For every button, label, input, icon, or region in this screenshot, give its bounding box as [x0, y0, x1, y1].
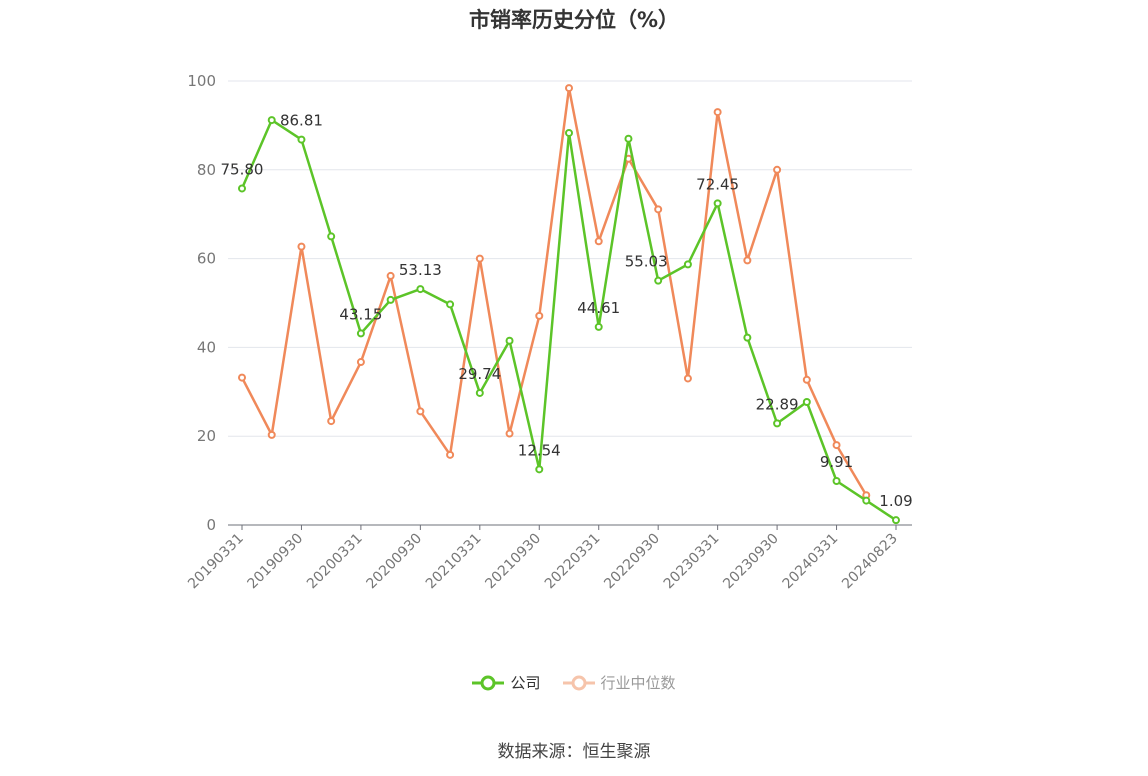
- point-company-20230630: [743, 333, 752, 342]
- data-label-company-20210930: 12.54: [518, 441, 561, 459]
- x-tick-label-20200930: 20200930: [363, 531, 425, 593]
- x-tick-label-20240823: 20240823: [839, 531, 901, 593]
- point-industry-median-20191231: [327, 417, 336, 426]
- point-industry-median-20230630: [743, 256, 752, 265]
- point-company-20210630: [505, 336, 514, 345]
- data-label-company-20240331: 9.91: [820, 453, 853, 471]
- data-source-note: 数据来源：恒生聚源: [497, 742, 651, 762]
- y-tick-label-100: 100: [187, 72, 216, 90]
- x-tick-label-20230331: 20230331: [661, 531, 723, 593]
- point-company-20200630: [386, 295, 395, 304]
- point-company-20240331: [832, 476, 841, 485]
- point-industry-median-20211231: [565, 84, 573, 93]
- point-industry-median-20221231: [683, 374, 692, 383]
- point-company-20221231: [683, 260, 692, 269]
- point-company-20220930: [654, 276, 663, 285]
- data-label-company-20190930: 86.81: [280, 112, 323, 130]
- point-industry-median-20200331: [356, 358, 365, 367]
- legend-marker-industry-median: [562, 675, 595, 690]
- point-company-20200331: [356, 329, 365, 338]
- point-industry-median-20210930: [535, 311, 544, 320]
- y-tick-label-20: 20: [197, 427, 216, 445]
- point-company-20211231: [565, 128, 573, 137]
- chart-title: 市销率历史分位（%）: [468, 8, 680, 32]
- x-tick-label-20240331: 20240331: [780, 531, 842, 593]
- data-label-company-20200930: 53.13: [399, 261, 442, 279]
- point-industry-median-20190630: [267, 430, 276, 439]
- point-company-20210930: [535, 465, 544, 474]
- y-tick-label-60: 60: [197, 250, 216, 268]
- point-company-20191231: [327, 232, 336, 241]
- x-tick-label-20230930: 20230930: [720, 531, 782, 593]
- point-company-20231231: [802, 398, 811, 407]
- point-industry-median-20200630: [386, 271, 395, 280]
- point-company-20220630: [624, 134, 633, 143]
- point-company-20190331: [238, 184, 246, 193]
- data-label-company-20240823: 1.09: [879, 492, 912, 510]
- point-industry-median-20240331: [832, 441, 841, 450]
- point-industry-median-20220930: [654, 205, 663, 214]
- data-label-company-20210331: 29.74: [458, 365, 501, 383]
- y-tick-label-0: 0: [206, 516, 216, 534]
- point-industry-median-20210331: [475, 254, 484, 263]
- data-label-company-20230930: 22.89: [756, 395, 799, 413]
- data-label-company-20190331: 75.80: [221, 160, 264, 178]
- y-tick-label-40: 40: [197, 338, 216, 356]
- point-industry-median-20210630: [505, 429, 514, 438]
- data-label-company-20220331: 44.61: [577, 299, 620, 317]
- legend-item-industry-median[interactable]: 行业中位数: [562, 672, 676, 693]
- data-label-company-20200331: 43.15: [339, 305, 382, 323]
- point-company-20230331: [713, 199, 722, 208]
- point-company-20220331: [594, 322, 603, 331]
- point-industry-median-20230930: [773, 165, 782, 174]
- data-label-company-20220930: 55.03: [625, 253, 668, 271]
- point-company-20190930: [297, 135, 306, 144]
- point-company-20201231: [446, 300, 455, 309]
- series-line-industry-median: [240, 86, 868, 496]
- point-company-20230930: [773, 419, 782, 428]
- point-industry-median-20190331: [238, 373, 246, 382]
- y-tick-label-80: 80: [197, 161, 216, 179]
- point-company-20210331: [475, 388, 484, 397]
- x-tick-label-20210331: 20210331: [423, 531, 485, 593]
- point-industry-median-20220331: [594, 237, 603, 246]
- point-industry-median-20201231: [446, 450, 455, 459]
- point-company-20190630: [267, 116, 276, 125]
- point-industry-median-20231231: [802, 375, 811, 384]
- data-label-company-20230331: 72.45: [696, 175, 739, 193]
- x-tick-label-20210930: 20210930: [482, 531, 544, 593]
- legend-marker-company: [472, 675, 505, 690]
- x-tick-label-20220331: 20220331: [542, 531, 604, 593]
- legend: 公司 行业中位数: [0, 672, 1148, 693]
- point-company-20240630: [862, 496, 871, 505]
- x-tick-label-20190331: 20190331: [185, 531, 247, 593]
- point-industry-median-20200930: [416, 407, 425, 416]
- x-tick-label-20200331: 20200331: [304, 531, 366, 593]
- point-industry-median-20190930: [297, 242, 306, 251]
- point-company-20200930: [416, 285, 425, 294]
- x-tick-label-20220930: 20220930: [601, 531, 663, 593]
- point-company-20240823: [892, 516, 900, 525]
- point-industry-median-20230331: [713, 108, 722, 117]
- legend-label-industry-median: 行业中位数: [600, 674, 676, 692]
- x-tick-label-20190930: 20190930: [245, 531, 307, 593]
- legend-label-company: 公司: [510, 674, 541, 692]
- legend-item-company[interactable]: 公司: [472, 672, 541, 693]
